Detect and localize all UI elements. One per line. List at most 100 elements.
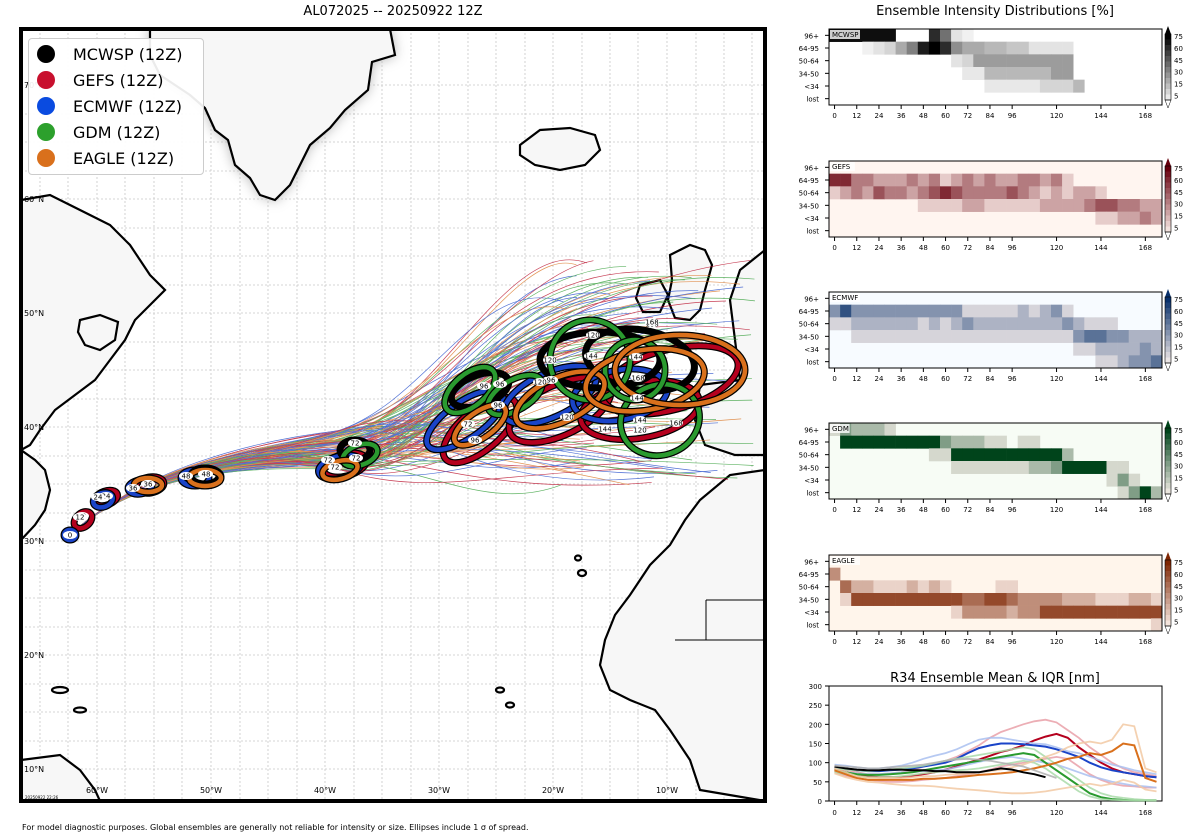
heatmap-cell [840, 304, 852, 318]
lead-label: 48 [179, 472, 193, 481]
lead-label: 168 [631, 374, 645, 383]
heatmap-cell [973, 304, 985, 318]
heatmap-mcwsp: MCWSP 96+ 64-95 50-64 34-50 <34 lost 0 12 24 36 48 6… [799, 26, 1183, 120]
x-tick-label: 24 [874, 809, 883, 817]
heatmap-cell [895, 41, 907, 55]
heatmap-cell [1062, 448, 1074, 462]
colorbar-cell [1165, 166, 1171, 172]
heatmap-cell [995, 435, 1007, 449]
heatmap-cell [1028, 67, 1041, 80]
heatmap-cell [951, 41, 963, 55]
heatmap-cell [1150, 486, 1163, 500]
heatmap-cell [1095, 355, 1107, 369]
heatmap-cell [1084, 330, 1096, 343]
colorbar-extend-top [1165, 158, 1171, 166]
iceland [518, 126, 602, 172]
heatmap-cell [1017, 41, 1030, 55]
legend-item-gdm: GDM (12Z) [37, 120, 160, 144]
heatmap-cell [1051, 186, 1063, 200]
heatmap-cell [1139, 330, 1152, 343]
heatmap-cell [1028, 330, 1041, 343]
colorbar-cell [1165, 56, 1171, 62]
heatmap-cell [1028, 54, 1041, 68]
heatmap-cell [1117, 199, 1129, 212]
colorbar-tick-label: 30 [1174, 332, 1183, 340]
heatmap-cell [984, 605, 996, 619]
heatmap-cell [951, 605, 963, 619]
heatmap-cell [1150, 199, 1163, 212]
heatmap-cell [1062, 41, 1074, 55]
colorbar-cell [1165, 61, 1171, 68]
colorbar-tick-label: 75 [1174, 33, 1183, 41]
heatmap-cell [884, 317, 896, 331]
colorbar-tick-label: 30 [1174, 463, 1183, 471]
heatmap-cell [1117, 461, 1129, 474]
lead-label: 144 [584, 352, 598, 361]
x-tick-label: 60 [941, 809, 950, 817]
heatmap-cell [928, 173, 941, 187]
heatmap-cell [1006, 461, 1018, 474]
heatmap-cell [829, 173, 841, 187]
heatmap-cell [1028, 605, 1041, 619]
legend-marker [37, 149, 55, 167]
colorbar-cell [1165, 598, 1171, 605]
heatmap-cell [1051, 461, 1063, 474]
heatmap-cell [1095, 199, 1107, 212]
x-tick-label: 48 [919, 638, 928, 646]
colorbar-tick-label: 60 [1174, 571, 1183, 579]
heatmap-cell [940, 186, 952, 200]
heatmap-cell [1062, 593, 1074, 606]
colorbar-cell [1165, 319, 1171, 325]
colorbar-cell [1165, 341, 1171, 347]
lead-label-text: 144 [584, 353, 598, 361]
heatmap-cell [1084, 342, 1096, 356]
panel-label: ECMWF [832, 294, 858, 302]
heatmap-cell [962, 330, 974, 343]
x-tick-label: 36 [897, 506, 906, 514]
row-label: 34-50 [799, 596, 819, 604]
colorbar-frame [1164, 165, 1172, 233]
heatmap-cell [1084, 605, 1096, 619]
lead-label-bg [91, 493, 105, 501]
heatmap-cell [862, 423, 874, 436]
lead-label-bg [669, 419, 683, 427]
heatmap-cell [973, 186, 985, 200]
colorbar-tick-label: 5 [1174, 355, 1178, 363]
legend-label: GDM (12Z) [73, 122, 161, 142]
colorbar-cell [1165, 193, 1171, 200]
lead-label-text: 72 [464, 421, 473, 429]
heatmap-cell [995, 41, 1007, 55]
colorbar-cell [1165, 477, 1171, 484]
lead-label: 96 [477, 382, 491, 391]
heatmap-cell [1128, 486, 1141, 500]
colorbar-cell [1165, 483, 1171, 489]
heatmap-cell [1128, 199, 1141, 212]
colorbar-cell [1165, 204, 1171, 211]
heatmap-cell [895, 593, 907, 606]
x-tick-label: 168 [1139, 244, 1152, 252]
colorbar-cell [1165, 428, 1171, 434]
legend-marker [37, 123, 55, 141]
lead-label-text: 96 [480, 383, 489, 391]
y-tick-label: 100 [809, 760, 822, 768]
x-tick-label: 12 [852, 809, 861, 817]
heatmap-cell [1106, 473, 1118, 487]
heatmap-cell [906, 317, 919, 331]
heatmap-cell [851, 580, 863, 594]
heatmap-cell [1062, 317, 1074, 331]
ellipse-eagle [452, 402, 508, 448]
lead-label-text: 24 [102, 493, 111, 501]
row-label: 96+ [804, 295, 819, 303]
colorbar-frame [1164, 296, 1172, 364]
colorbar-tick-label: 75 [1174, 427, 1183, 435]
x-tick-label: 72 [963, 112, 972, 120]
heatmap-cell [1128, 605, 1141, 619]
heatmap-cell [1017, 605, 1030, 619]
heatmap-cell [862, 317, 874, 331]
heatmap-cell [917, 593, 930, 606]
colorbar-tick-label: 30 [1174, 201, 1183, 209]
heatmap-cell [840, 173, 852, 187]
heatmap-cell [906, 330, 919, 343]
heatmap-cell [906, 580, 919, 594]
